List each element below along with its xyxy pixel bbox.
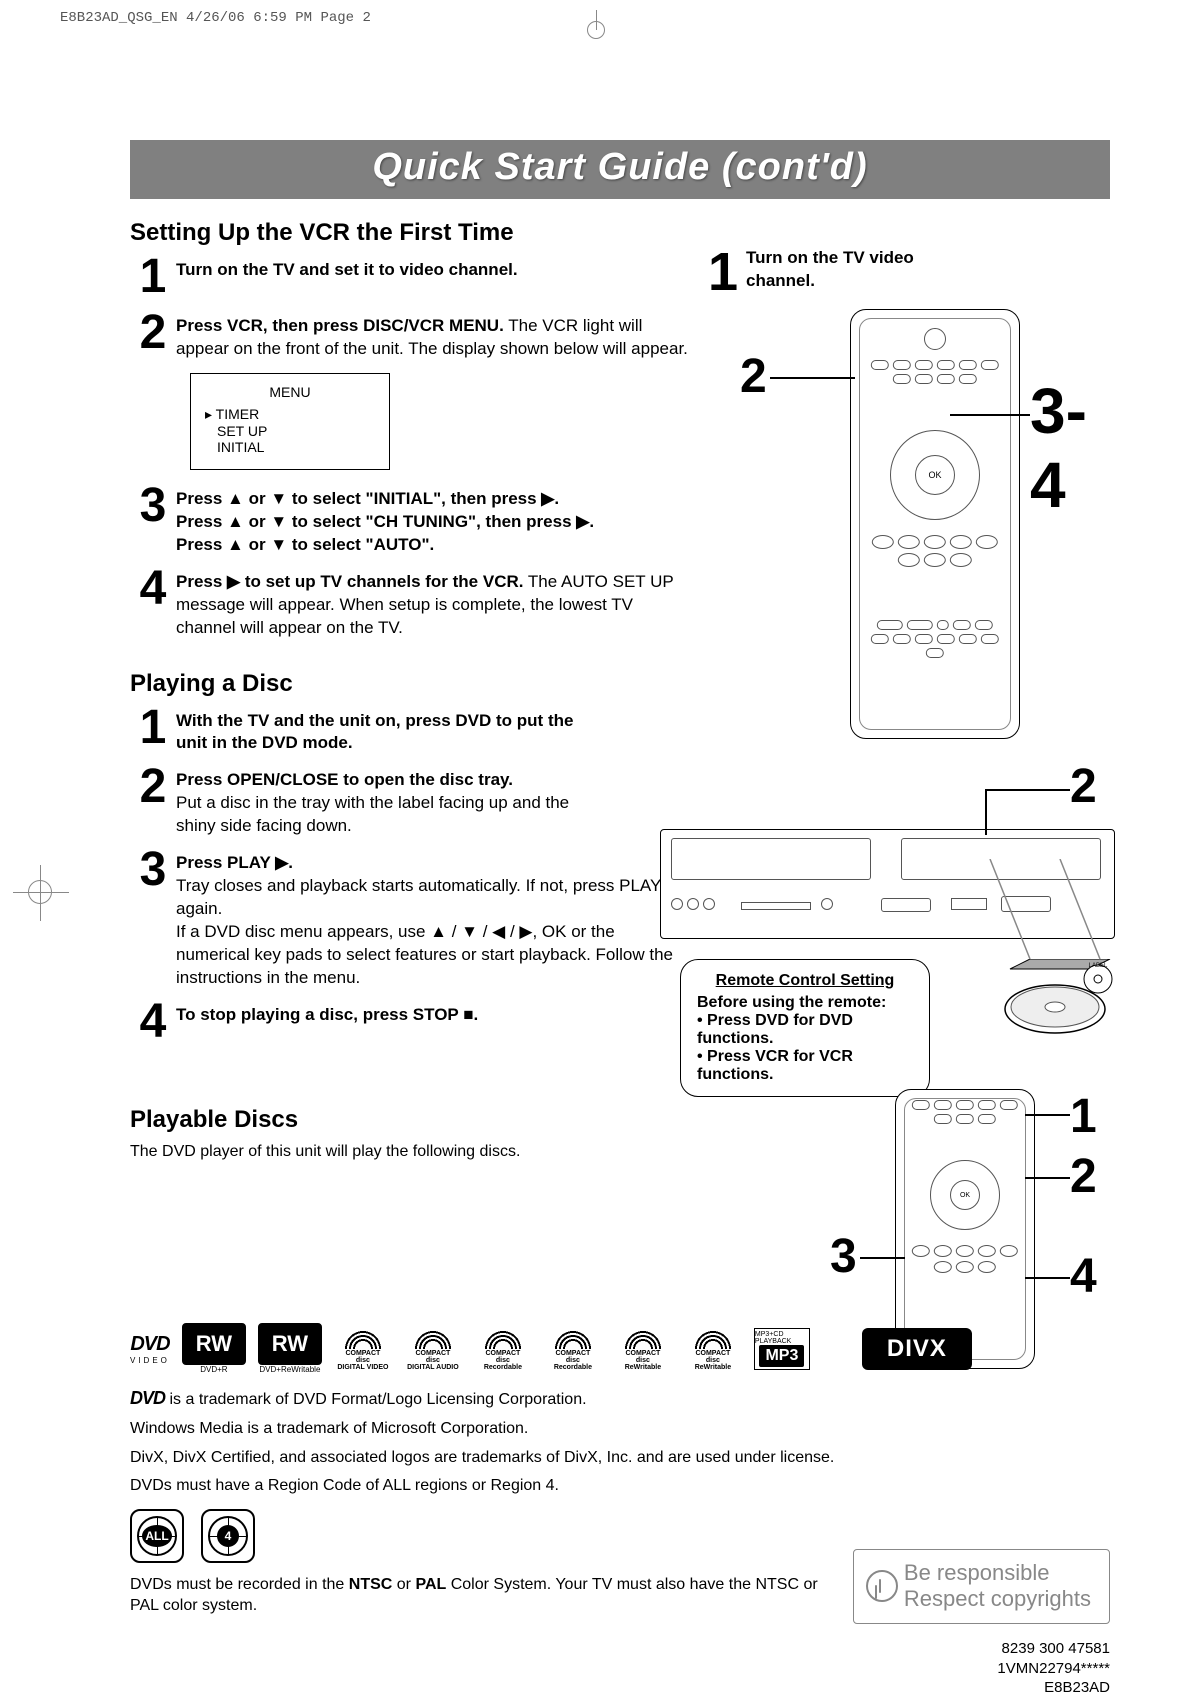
remote-note-line: • Press VCR for VCR functions. xyxy=(697,1048,853,1083)
title-bar: Quick Start Guide (cont'd) xyxy=(130,140,1110,199)
disc-step-1: 1 With the TV and the unit on, press DVD… xyxy=(130,704,690,756)
step-bold: Press ▶ to set up TV channels for the VC… xyxy=(176,572,523,591)
dvd-inline-logo: DVD xyxy=(130,1388,165,1408)
cd-logo: COMPACT disc DIGITAL AUDIO xyxy=(404,1327,462,1371)
heading-playing-disc: Playing a Disc xyxy=(130,670,690,698)
partnum: 8239 300 47581 xyxy=(997,1639,1110,1659)
vcr-menu-display: MENU ▸ TIMER SET UP INITIAL xyxy=(190,373,390,470)
remote-note-line: Before using the remote: xyxy=(697,994,886,1011)
heading-vcr-setup: Setting Up the VCR the First Time xyxy=(130,219,690,247)
step-number: 4 xyxy=(130,565,176,613)
part-numbers: 8239 300 47581 1VMN22794***** E8B23AD xyxy=(997,1639,1110,1698)
partnum: E8B23AD xyxy=(997,1678,1110,1698)
dvd-video-logo: DVD VIDEO xyxy=(130,1333,170,1365)
menu-item: SET UP xyxy=(205,423,375,439)
step-bold: Press VCR, then press DISC/VCR MENU. xyxy=(176,316,504,335)
trademark-wm: Windows Media is a trademark of Microsof… xyxy=(130,1419,970,1440)
cd-logo: COMPACT disc ReWritable xyxy=(684,1327,742,1371)
left-column: Setting Up the VCR the First Time 1 Turn… xyxy=(130,219,690,1163)
callout-1: 1 xyxy=(1070,1089,1097,1144)
leader-line xyxy=(860,1257,905,1259)
step-bold: Turn on the TV and set it to video chann… xyxy=(176,260,518,279)
step-bold: With the TV and the unit on, press DVD t… xyxy=(176,711,573,753)
disc-step-4: 4 To stop playing a disc, press STOP ■. xyxy=(130,998,690,1046)
step-bold: Turn on the TV video channel. xyxy=(746,248,914,290)
callout-3: 3 xyxy=(830,1229,857,1284)
mp3-logo: MP3+CD PLAYBACK MP3 xyxy=(754,1328,810,1370)
menu-item: ▸ TIMER xyxy=(205,406,375,423)
step-number: 3 xyxy=(130,482,176,530)
callout-2b: 2 xyxy=(1070,1149,1097,1204)
leader-line xyxy=(950,414,1030,416)
vcr-step-4: 4 Press ▶ to set up TV channels for the … xyxy=(130,565,690,640)
cd-logo: COMPACT disc ReWritable xyxy=(614,1327,672,1371)
menu-item: INITIAL xyxy=(205,439,375,455)
region-all-icon: ALL xyxy=(130,1509,184,1563)
leader-line xyxy=(770,377,855,379)
playable-intro: The DVD player of this unit will play th… xyxy=(130,1142,690,1163)
disc-step-3: 3 Press PLAY ▶. Tray closes and playback… xyxy=(130,846,690,990)
ntsc-pal-note: DVDs must be recorded in the NTSC or PAL… xyxy=(130,1575,830,1617)
callout-2: 2 xyxy=(740,349,767,404)
print-header: E8B23AD_QSG_EN 4/26/06 6:59 PM Page 2 xyxy=(60,10,371,26)
cd-logo: COMPACT disc Recordable xyxy=(474,1327,532,1371)
logo-row: DVD VIDEO RW DVD+R RW DVD+ReWritable COM… xyxy=(130,1323,1110,1374)
step-number: 2 xyxy=(130,763,176,811)
disc-step-2: 2 Press OPEN/CLOSE to open the disc tray… xyxy=(130,763,690,838)
remote-note-title: Remote Control Setting xyxy=(697,972,913,990)
remote-note-line: • Press DVD for DVD functions. xyxy=(697,1012,853,1047)
step-bold: Press PLAY ▶. xyxy=(176,853,293,872)
leader-line xyxy=(1025,1177,1070,1179)
region-note: DVDs must have a Region Code of ALL regi… xyxy=(130,1476,970,1497)
leader-line xyxy=(1025,1114,1070,1116)
vcr-step-1: 1 Turn on the TV and set it to video cha… xyxy=(130,253,690,301)
step-number: 1 xyxy=(130,704,176,752)
callout-2-unit: 2 xyxy=(1070,759,1097,814)
responsible-l2: Respect copyrights xyxy=(904,1586,1091,1612)
step-number: 4 xyxy=(130,998,176,1046)
vcr-step-2: 2 Press VCR, then press DISC/VCR MENU. T… xyxy=(130,309,690,361)
dvd-rw-logo: RW DVD+ReWritable xyxy=(258,1323,322,1374)
responsible-l1: Be responsible xyxy=(904,1560,1091,1586)
step-bold: Press ▲ or ▼ to select "INITIAL", then p… xyxy=(176,489,594,554)
region-4-icon: 4 xyxy=(201,1509,255,1563)
footer-block: DVD is a trademark of DVD Format/Logo Li… xyxy=(130,1379,970,1625)
leader-line xyxy=(1025,1277,1070,1279)
top-right-step: 1 Turn on the TV video channel. xyxy=(700,245,960,299)
leader-line xyxy=(985,789,987,835)
cd-logo: COMPACT disc DIGITAL VIDEO xyxy=(334,1327,392,1371)
vcr-step-3: 3 Press ▲ or ▼ to select "INITIAL", then… xyxy=(130,482,690,557)
menu-title: MENU xyxy=(205,384,375,400)
trademark-divx: DivX, DivX Certified, and associated log… xyxy=(130,1448,970,1469)
heading-playable-discs: Playable Discs xyxy=(130,1106,690,1134)
page-content: Quick Start Guide (cont'd) Setting Up th… xyxy=(130,140,1110,1171)
step-rest: Put a disc in the tray with the label fa… xyxy=(176,793,569,835)
divx-logo: DIVX xyxy=(862,1328,972,1370)
trademark-dvd: DVD is a trademark of DVD Format/Logo Li… xyxy=(130,1387,970,1411)
step-number: 1 xyxy=(130,253,176,301)
remote-illustration-large: OK xyxy=(850,309,1020,739)
region-globes: ALL 4 xyxy=(130,1509,970,1563)
cd-logo: COMPACT disc Recordable xyxy=(544,1327,602,1371)
callout-4: 4 xyxy=(1070,1249,1097,1304)
remote-setting-note: Remote Control Setting Before using the … xyxy=(680,959,930,1097)
dvd-rw-logo: RW DVD+R xyxy=(182,1323,246,1374)
step-number: 1 xyxy=(700,245,746,299)
step-bold: Press OPEN/CLOSE to open the disc tray. xyxy=(176,770,513,789)
step-number: 3 xyxy=(130,846,176,894)
leader-line xyxy=(985,789,1070,791)
zoom-cone xyxy=(970,859,1130,979)
step-rest: Tray closes and playback starts automati… xyxy=(176,876,679,987)
callout-3-4: 3-4 xyxy=(1030,374,1110,522)
step-number: 2 xyxy=(130,309,176,357)
step-bold: To stop playing a disc, press STOP ■. xyxy=(176,1005,478,1024)
responsible-badge: Be responsible Respect copyrights xyxy=(853,1549,1110,1624)
crop-mark-left xyxy=(28,880,52,904)
partnum: 1VMN22794***** xyxy=(997,1659,1110,1679)
crop-mark-top xyxy=(576,10,616,50)
